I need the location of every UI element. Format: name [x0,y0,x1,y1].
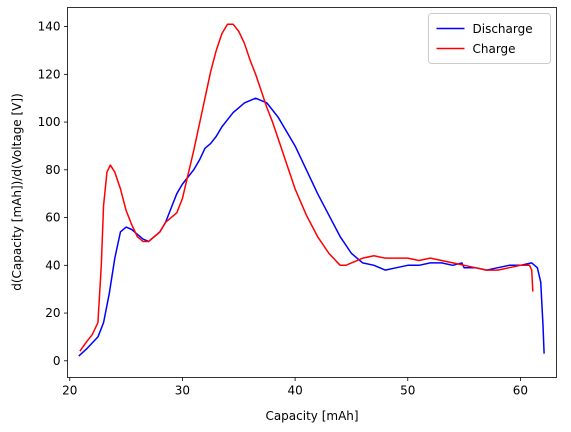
x-tick-label: 20 [62,384,77,398]
x-tick-label: 30 [175,384,190,398]
axes-frame [67,7,557,378]
y-tick-label: 100 [38,115,61,129]
legend-label-discharge: Discharge [473,22,533,36]
y-axis-label: d(Capacity [mAh])/d(Voltage [V]) [10,93,24,291]
y-tick-label: 60 [45,211,60,225]
series-line-discharge [78,97,545,357]
plot-area [78,23,545,357]
x-axis-label: Capacity [mAh] [265,409,358,423]
y-tick-label: 120 [38,67,61,81]
x-tick-label: 60 [513,384,528,398]
legend-box [428,13,551,64]
series-line-charge [79,23,534,352]
x-tick-label: 50 [400,384,415,398]
x-tick-label: 40 [287,384,302,398]
y-tick-label: 0 [53,354,61,368]
y-tick-label: 80 [45,163,60,177]
legend: Discharge Charge [428,13,551,64]
y-tick-label: 40 [45,258,60,272]
y-axis: 0 20 40 60 80 100 120 140 [38,20,68,368]
y-tick-label: 20 [45,306,60,320]
x-axis: 20 30 40 50 60 [62,377,528,398]
legend-label-charge: Charge [473,42,516,56]
y-tick-label: 140 [38,20,61,34]
